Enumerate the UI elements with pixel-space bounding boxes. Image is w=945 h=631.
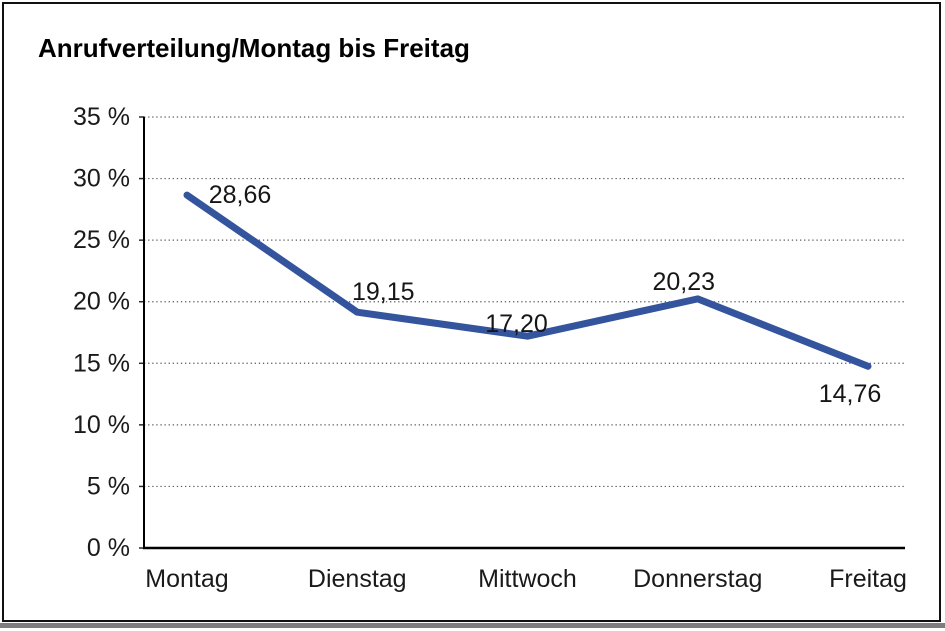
y-tick-label: 25 % (73, 226, 130, 254)
y-tick-label: 20 % (73, 288, 130, 316)
x-category-label: Montag (145, 565, 228, 593)
y-tick-label: 30 % (73, 165, 130, 193)
point-label: 28,66 (209, 181, 272, 209)
x-category-label: Donnerstag (633, 565, 762, 593)
point-label: 14,76 (819, 380, 882, 408)
y-tick-label: 5 % (87, 472, 130, 500)
chart-frame (2, 2, 941, 622)
y-tick-label: 35 % (73, 103, 130, 131)
y-tick-label: 0 % (87, 534, 130, 562)
x-category-label: Mittwoch (478, 565, 577, 593)
x-category-label: Freitag (829, 565, 907, 593)
y-tick-label: 10 % (73, 411, 130, 439)
point-label: 20,23 (652, 268, 715, 296)
y-tick-label: 15 % (73, 349, 130, 377)
bottom-edge-bar (0, 623, 945, 628)
point-label: 19,15 (352, 278, 415, 306)
data-line (183, 191, 872, 370)
point-label: 17,20 (485, 310, 548, 338)
chart-title: Anrufverteilung/Montag bis Freitag (38, 33, 470, 63)
x-category-label: Dienstag (308, 565, 407, 593)
